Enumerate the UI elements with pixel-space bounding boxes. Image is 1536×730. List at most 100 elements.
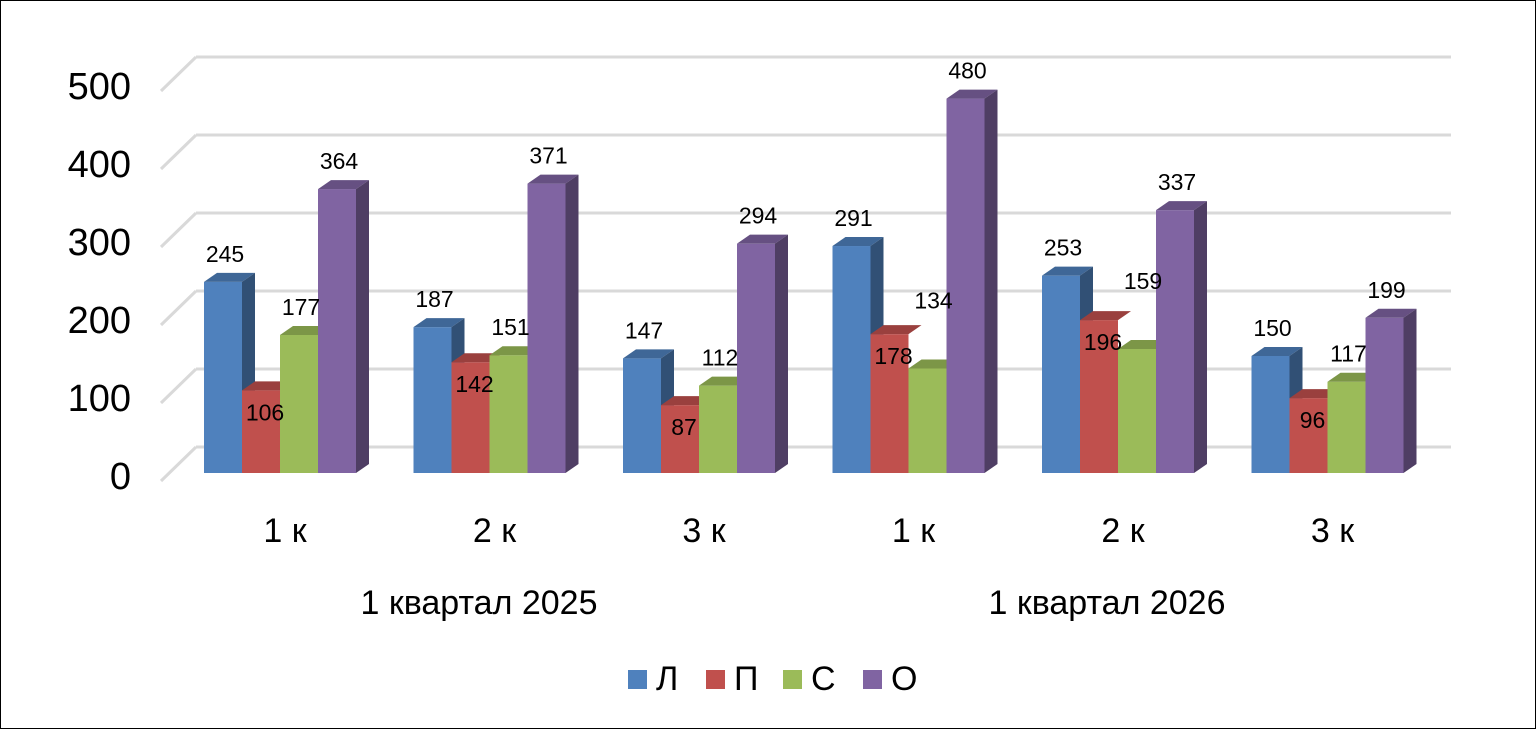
bar — [623, 349, 674, 473]
bar — [737, 234, 788, 473]
y-tick-label: 100 — [68, 378, 131, 420]
legend-label: П — [734, 660, 758, 698]
gridline-diagonal — [159, 289, 198, 327]
bar-front — [832, 246, 871, 473]
bar — [1365, 308, 1417, 473]
bar-top — [318, 180, 369, 190]
bar-front — [1251, 356, 1290, 473]
bar-side — [356, 180, 369, 473]
data-label: 199 — [1367, 277, 1405, 303]
bar-top — [737, 234, 788, 244]
bar-front — [204, 281, 242, 473]
data-label: 337 — [1158, 169, 1196, 195]
data-label: 178 — [874, 343, 912, 369]
bar — [946, 89, 998, 473]
x-tick-label: 2 к — [473, 512, 517, 550]
bar-top — [527, 174, 579, 184]
y-axis-ticks: 0 100 200 300 400 500 — [68, 66, 131, 498]
legend-item: Л — [628, 660, 678, 698]
bars — [204, 89, 1417, 473]
bar-top — [1042, 266, 1093, 276]
bar-front — [1365, 317, 1404, 473]
x-group-label: 1 квартал 2026 — [988, 584, 1225, 622]
bar-front — [737, 243, 775, 473]
gridline-diagonal — [159, 55, 198, 93]
legend-swatch — [628, 670, 647, 689]
bar-top — [1365, 308, 1417, 318]
data-label: 147 — [625, 317, 663, 343]
bar — [451, 353, 503, 473]
data-label: 150 — [1253, 315, 1291, 341]
legend-item: О — [863, 660, 917, 698]
bar — [280, 325, 331, 473]
y-tick-label: 0 — [110, 456, 131, 498]
legend-item: П — [706, 660, 758, 698]
data-label: 196 — [1084, 329, 1122, 355]
bar-side — [565, 174, 579, 473]
bar-top — [946, 89, 998, 99]
y-tick-label: 400 — [68, 144, 131, 186]
data-label: 159 — [1124, 268, 1162, 294]
bar-top — [1251, 347, 1303, 356]
bar-front — [242, 390, 280, 473]
bar-front — [413, 327, 452, 473]
bar — [527, 174, 579, 473]
bar-front — [623, 358, 661, 473]
bar-top — [1156, 201, 1207, 211]
x-tick-label: 3 к — [682, 512, 726, 550]
data-label: 151 — [491, 314, 529, 340]
legend-swatch — [863, 670, 882, 689]
data-label: 112 — [702, 345, 739, 371]
x-axis-groups: 1 квартал 2025 1 квартал 2026 — [360, 584, 1225, 622]
x-group-label: 1 квартал 2025 — [360, 584, 597, 622]
data-labels: 245 106 177 364 187 142 151 371 147 87 112 294 291 17… — [206, 58, 1406, 441]
data-label: 117 — [1330, 341, 1367, 367]
data-label: 364 — [320, 148, 359, 174]
bar-front — [699, 385, 737, 473]
x-tick-label: 3 к — [1311, 512, 1355, 550]
bar-front — [946, 98, 985, 473]
bar-side — [775, 234, 788, 473]
gridline-diagonal — [159, 445, 198, 483]
bar-top — [1080, 311, 1131, 321]
bar-front — [451, 362, 490, 473]
gridlines — [159, 55, 1451, 483]
y-tick-label: 200 — [68, 300, 131, 342]
bar-top — [623, 349, 674, 359]
gridline-diagonal — [159, 133, 198, 171]
legend-swatch — [783, 670, 802, 689]
bar-front — [318, 189, 356, 473]
bar-side — [1194, 201, 1207, 473]
bar-top — [204, 272, 255, 282]
data-label: 253 — [1044, 235, 1082, 261]
data-label: 480 — [948, 58, 986, 84]
bar-front — [489, 355, 528, 473]
bar — [1080, 311, 1131, 473]
data-label: 134 — [914, 287, 953, 313]
bar — [1156, 201, 1207, 473]
x-tick-label: 1 к — [892, 512, 936, 550]
data-label: 87 — [671, 414, 697, 440]
legend-item: С — [783, 660, 836, 698]
bar-top — [832, 237, 884, 247]
legend-label: Л — [656, 660, 678, 698]
y-tick-label: 300 — [68, 222, 131, 264]
bar-front — [1080, 320, 1118, 473]
y-tick-label: 500 — [68, 66, 131, 108]
x-axis-ticks: 1 к 2 к 3 к 1 к 2 к 3 к — [263, 512, 1355, 550]
bar-front — [1118, 348, 1156, 473]
bar-front — [1042, 275, 1080, 473]
legend-label: С — [811, 660, 836, 698]
bar-front — [527, 183, 566, 473]
data-label: 294 — [739, 203, 778, 229]
bar — [699, 376, 750, 473]
data-label: 291 — [834, 205, 872, 231]
data-label: 245 — [206, 241, 244, 267]
gridline-diagonal — [159, 211, 198, 249]
bar-front — [1327, 381, 1366, 473]
data-label: 142 — [455, 371, 493, 397]
bar-front — [1289, 398, 1328, 473]
bar — [908, 359, 960, 473]
